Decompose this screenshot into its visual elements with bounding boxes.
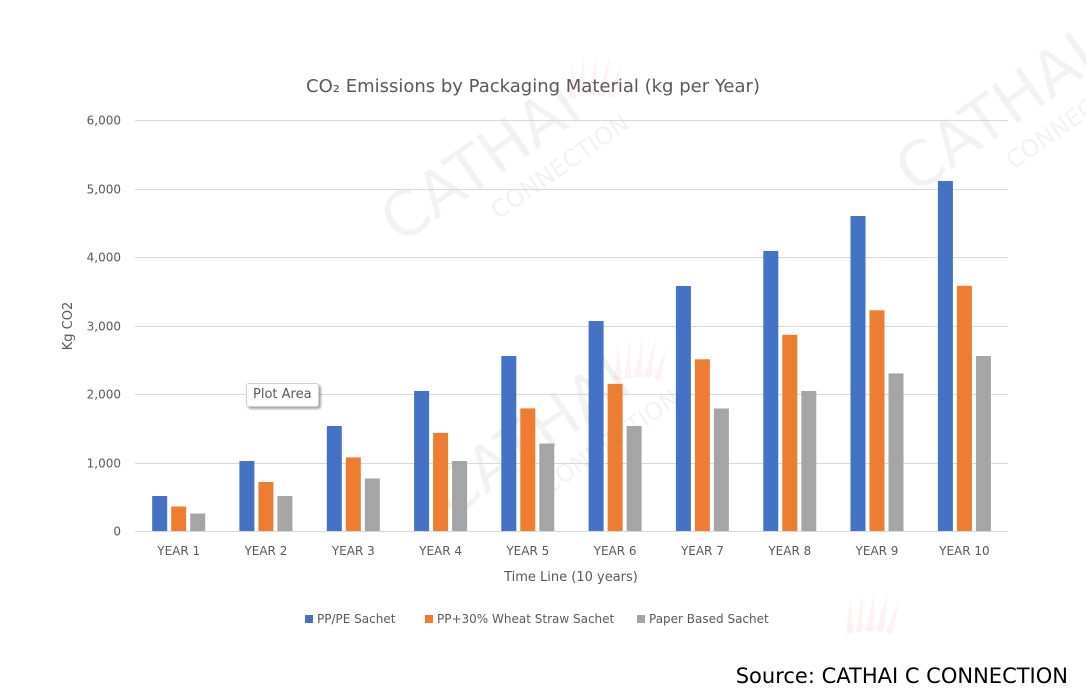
bar	[364, 478, 380, 531]
bar	[414, 391, 430, 531]
bar-group-8	[763, 251, 817, 531]
bar	[607, 383, 623, 531]
legend-label: Paper Based Sachet	[649, 612, 769, 626]
bar-group-7	[675, 286, 729, 531]
bar	[626, 426, 642, 531]
y-tick-label: 2,000	[87, 388, 121, 402]
bar	[869, 310, 885, 531]
x-tick-label: YEAR 4	[418, 544, 462, 558]
bar	[588, 321, 604, 531]
x-tick-label: YEAR 3	[331, 544, 375, 558]
bar	[152, 496, 168, 531]
bar-series-group	[152, 181, 991, 531]
source-caption: Source: CATHAI C CONNECTION	[735, 664, 1068, 688]
bar	[937, 181, 953, 531]
bar	[539, 443, 555, 531]
bar	[171, 506, 187, 531]
x-tick-label: YEAR 2	[243, 544, 287, 558]
x-tick-label: YEAR 7	[680, 544, 724, 558]
x-tick-label: YEAR 5	[505, 544, 549, 558]
bar	[850, 216, 866, 531]
bar-group-1	[152, 496, 206, 531]
y-tick-label: 4,000	[87, 251, 121, 265]
bar	[190, 513, 206, 531]
bar	[675, 286, 691, 531]
bar	[801, 391, 817, 531]
x-tick-label: YEAR 9	[855, 544, 899, 558]
x-tick-label: YEAR 8	[767, 544, 811, 558]
y-tick-label: 0	[113, 525, 121, 539]
watermark-3: CATHAI CONNECTION	[882, 18, 1086, 207]
bar	[345, 457, 361, 531]
bar-group-9	[850, 216, 904, 531]
bar	[888, 373, 904, 531]
bar	[239, 461, 255, 531]
bar	[956, 285, 972, 531]
bar-group-4	[414, 391, 468, 531]
x-tick-label: YEAR 1	[156, 544, 200, 558]
plot-area-tooltip: Plot Area	[246, 383, 319, 407]
watermark-logo-icon	[568, 53, 900, 634]
bar-group-6	[588, 321, 642, 531]
legend-label: PP/PE Sachet	[317, 612, 396, 626]
legend-item: Paper Based Sachet	[637, 612, 769, 626]
bar-group-3	[326, 426, 380, 531]
legend-swatch-icon	[425, 615, 433, 623]
legend-item: PP+30% Wheat Straw Sachet	[425, 612, 615, 626]
y-tick-label: 6,000	[87, 114, 121, 128]
chart-title: CO₂ Emissions by Packaging Material (kg …	[306, 76, 760, 97]
bar	[258, 482, 274, 531]
y-axis-ticks: 0 1,000 2,000 3,000 4,000 5,000 6,000	[87, 114, 121, 539]
legend-item: PP/PE Sachet	[305, 612, 396, 626]
watermark-main-text: CATHAI	[882, 18, 1086, 207]
bar	[975, 356, 991, 531]
legend-swatch-icon	[305, 615, 313, 623]
x-tick-label: YEAR 6	[593, 544, 637, 558]
bar	[326, 426, 342, 531]
bar	[452, 461, 468, 531]
bar	[520, 408, 536, 531]
y-axis-title: Kg CO2	[61, 302, 76, 351]
bar	[763, 251, 779, 531]
legend: PP/PE Sachet PP+30% Wheat Straw Sachet Pap…	[305, 612, 769, 626]
bar	[501, 356, 517, 531]
y-tick-label: 3,000	[87, 320, 121, 334]
y-tick-label: 1,000	[87, 457, 121, 471]
bar	[782, 334, 798, 531]
bar	[713, 408, 729, 531]
bar-group-2	[239, 461, 293, 531]
legend-swatch-icon	[637, 615, 645, 623]
y-tick-label: 5,000	[87, 183, 121, 197]
bar-group-10	[937, 181, 991, 531]
x-tick-label: YEAR 10	[938, 544, 990, 558]
bar	[277, 496, 293, 531]
bar-group-5	[501, 356, 555, 531]
bar	[694, 359, 710, 531]
x-axis-title: Time Line (10 years)	[503, 570, 638, 585]
x-axis-ticks: YEAR 1 YEAR 2 YEAR 3 YEAR 4 YEAR 5 YEAR 6 YEAR…	[156, 544, 989, 558]
legend-label: PP+30% Wheat Straw Sachet	[437, 612, 615, 626]
bar	[433, 432, 449, 531]
